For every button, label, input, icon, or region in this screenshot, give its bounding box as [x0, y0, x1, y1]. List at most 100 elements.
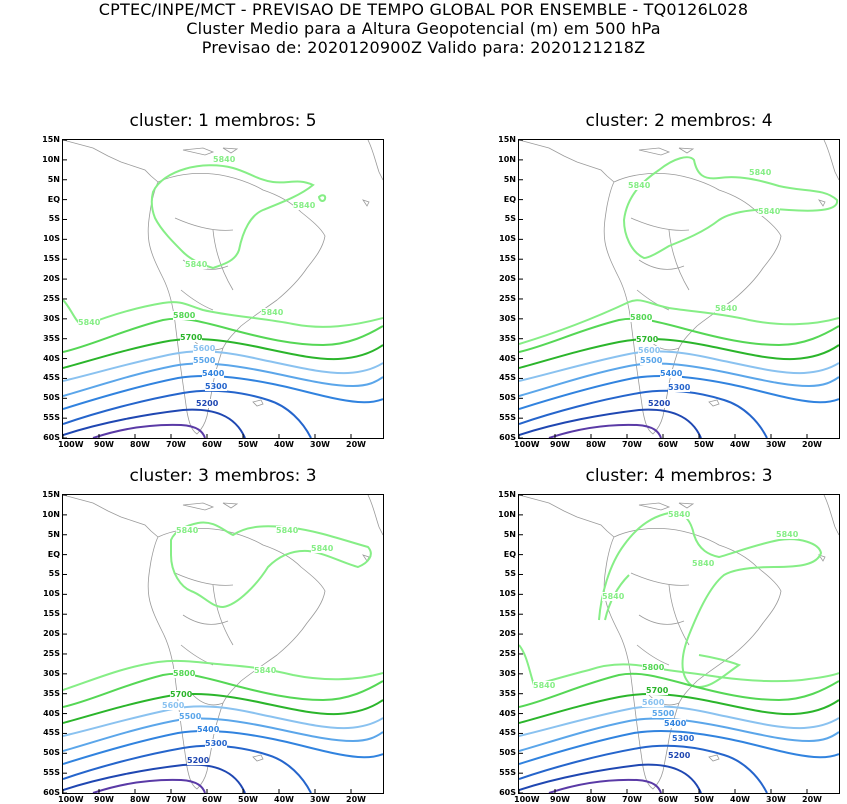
lon-label: 30W: [310, 440, 330, 449]
contour-5300: [519, 389, 768, 438]
contour-label: 5840: [758, 207, 781, 216]
coastline-path: [638, 614, 685, 625]
lat-label: 30S: [499, 668, 516, 678]
lon-label: 100W: [514, 795, 540, 804]
lat-label: 5N: [47, 529, 60, 539]
contours: [63, 521, 383, 793]
contour-5700: [519, 693, 839, 724]
contour-label: 5700: [180, 333, 203, 342]
lat-label: 15S: [499, 254, 516, 264]
lat-label: 50S: [499, 748, 516, 758]
contour-label: 5840: [293, 201, 316, 210]
lon-label: 100W: [58, 440, 84, 449]
coastline-path: [636, 644, 670, 666]
coastline-path: [630, 572, 690, 586]
lon-label: 20W: [346, 795, 366, 804]
lat-label: 15N: [42, 135, 60, 144]
lat-label: 25S: [43, 293, 60, 303]
lon-label: 40W: [730, 440, 750, 449]
header-line-2: Cluster Medio para a Altura Geopotencial…: [186, 19, 661, 38]
lon-label: 30W: [766, 795, 786, 804]
lon-label: 60W: [202, 440, 222, 449]
contour-5400: [63, 374, 383, 410]
contour-5600: [519, 350, 839, 382]
lat-label: 60S: [499, 788, 516, 798]
contour-label: 5840: [261, 308, 284, 317]
lat-label: 15S: [43, 254, 60, 264]
contour-label: 5400: [664, 719, 687, 728]
coastline-path: [252, 754, 264, 762]
lat-label: EQ: [503, 549, 516, 559]
contour-label: 5840: [715, 304, 738, 313]
lon-label: 100W: [58, 795, 84, 804]
contour-label: 5500: [652, 709, 675, 718]
contour-5400: [519, 374, 839, 410]
lat-label: 5N: [503, 529, 516, 539]
contour-label: 5200: [187, 756, 210, 765]
contour-label: 5200: [648, 399, 671, 408]
coastline-path: [519, 495, 615, 538]
lat-label: 10S: [499, 234, 516, 244]
lat-label: 40S: [499, 353, 516, 363]
coastline-path: [818, 199, 826, 207]
contour-5100: [548, 778, 662, 793]
lat-label: 25S: [43, 648, 60, 658]
contours: [519, 511, 839, 793]
contour-5500: [63, 717, 383, 752]
coastline-path: [222, 147, 239, 154]
lat-label: 20S: [43, 274, 60, 284]
contour-label: 5400: [660, 369, 683, 378]
lat-label: 5N: [47, 174, 60, 184]
coastline-path: [708, 399, 720, 407]
lat-label: EQ: [47, 194, 60, 204]
contour-label: 5200: [668, 751, 691, 760]
lat-label: 25S: [499, 648, 516, 658]
map-canvas-4: [518, 494, 840, 794]
lon-label: 90W: [550, 440, 570, 449]
lat-label: 45S: [43, 728, 60, 738]
contour-5700: [63, 338, 383, 369]
lat-label: 5S: [48, 569, 60, 579]
lon-label: 50W: [694, 440, 714, 449]
coastline-path: [180, 289, 214, 311]
contour-label: 5300: [668, 383, 691, 392]
lat-label: 15N: [42, 490, 60, 499]
contour-5300: [519, 744, 768, 793]
panel-2-title: cluster: 2 membros: 4: [585, 111, 773, 131]
coastline-path: [174, 217, 234, 231]
contour-label: 5600: [162, 701, 185, 710]
lat-label: 10N: [498, 509, 516, 519]
header-line-1: CPTEC/INPE/MCT - PREVISAO DE TEMPO GLOBA…: [98, 0, 749, 19]
coastline-path: [818, 554, 826, 562]
contour-label: 5840: [628, 181, 651, 190]
coastline-path: [638, 259, 685, 270]
lat-label: 60S: [499, 433, 516, 443]
lat-label: 35S: [499, 688, 516, 698]
lat-label: 40S: [499, 708, 516, 718]
contour-5400: [63, 729, 383, 765]
contour-5840-islet: [317, 194, 327, 203]
contour-5500: [519, 717, 839, 752]
contour-label: 5800: [173, 669, 196, 678]
lat-label: EQ: [47, 549, 60, 559]
contour-5200: [63, 763, 246, 793]
contours: [519, 156, 839, 438]
contour-5840-west: [519, 644, 839, 687]
contour-label: 5300: [205, 382, 228, 391]
lon-label: 50W: [238, 795, 258, 804]
lat-label: 55S: [43, 413, 60, 423]
coastline-path: [367, 495, 383, 536]
contour-5600: [63, 350, 383, 382]
coastline-path: [519, 140, 615, 183]
lat-label: 50S: [499, 393, 516, 403]
contour-5200: [519, 408, 702, 438]
coastline-path: [823, 495, 839, 536]
lon-label: 30W: [766, 440, 786, 449]
contour-label: 5300: [672, 734, 695, 743]
lon-label: 100W: [514, 440, 540, 449]
contour-label: 5840: [533, 681, 556, 690]
contour-label: 5840: [78, 318, 101, 327]
contour-label: 5500: [640, 356, 663, 365]
lon-label: 20W: [346, 440, 366, 449]
lon-label: 40W: [730, 795, 750, 804]
